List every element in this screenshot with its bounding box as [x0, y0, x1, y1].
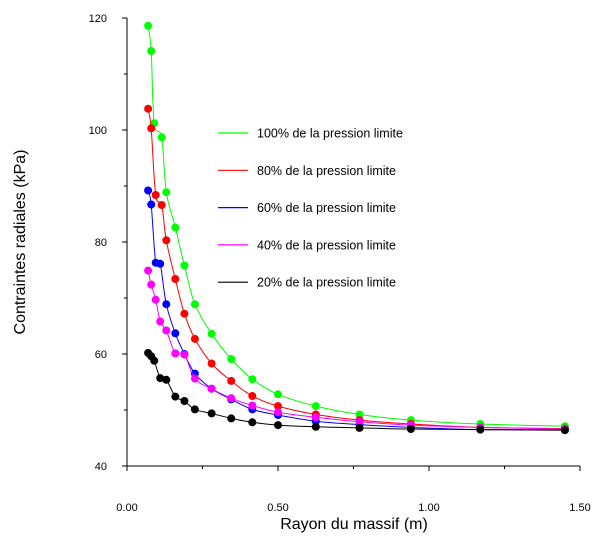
data-point [180, 350, 189, 359]
legend-label: 20% de la pression limite [257, 276, 396, 290]
series-line [147, 190, 565, 431]
data-point [171, 392, 180, 401]
data-point [171, 349, 180, 358]
data-point [355, 410, 364, 419]
data-point [274, 408, 282, 417]
data-point [144, 104, 153, 113]
data-point [355, 423, 364, 432]
data-point [190, 374, 199, 383]
data-point [207, 409, 216, 418]
data-point [156, 317, 165, 326]
y-axis-title: Contraintes radiales (kPa) [12, 150, 29, 335]
data-point [355, 417, 364, 426]
y-tick-label: 60 [95, 349, 107, 361]
data-point [180, 261, 189, 270]
data-point [162, 188, 171, 197]
series-line [147, 108, 565, 429]
legend-item: 20% de la pression limite [218, 276, 396, 290]
x-tick-label: 0.00 [116, 502, 137, 514]
series-1 [144, 21, 569, 431]
axis-ticks: 40 60 80 100 120 0.00 0.50 1.00 1.50 [89, 13, 591, 514]
data-point [150, 356, 159, 365]
data-point [476, 425, 485, 434]
data-point [248, 375, 257, 384]
y-tick-label: 100 [89, 125, 107, 137]
data-point [144, 21, 153, 30]
data-point [311, 422, 320, 431]
data-point [560, 426, 569, 435]
y-tick-label: 80 [95, 237, 107, 249]
data-point [144, 266, 153, 275]
data-point [248, 418, 257, 427]
data-point [274, 390, 282, 399]
data-point [171, 275, 180, 283]
data-point [147, 200, 156, 209]
data-point [190, 334, 199, 343]
data-point [147, 280, 156, 289]
x-tick-label: 1.00 [418, 502, 439, 514]
legend-label: 40% de la pression limite [257, 238, 396, 252]
data-point [157, 133, 166, 142]
y-tick-label: 40 [95, 461, 107, 473]
data-point [156, 259, 165, 268]
legend-item: 60% de la pression limite [218, 201, 396, 215]
series-3 [144, 186, 569, 434]
data-point [227, 414, 236, 423]
series-2 [144, 104, 569, 433]
data-point [274, 421, 282, 430]
data-point [207, 359, 216, 368]
data-point [171, 329, 180, 338]
data-point [311, 413, 320, 422]
legend-item: 80% de la pression limite [218, 164, 396, 178]
data-point [406, 425, 415, 433]
data-point [248, 401, 257, 410]
x-tick-label: 1.50 [569, 502, 590, 514]
data-point [151, 295, 160, 304]
data-point [147, 47, 156, 55]
series-4 [144, 266, 569, 433]
legend: 100% de la pression limite 80% de la pres… [218, 127, 403, 290]
data-point [156, 374, 165, 383]
legend-label: 100% de la pression limite [257, 127, 403, 141]
data-point [157, 201, 166, 209]
data-point [190, 405, 199, 414]
x-axis-title: Rayon du massif (m) [280, 516, 428, 533]
data-point [180, 397, 189, 405]
data-point [171, 223, 180, 232]
data-point [274, 402, 282, 411]
legend-label: 60% de la pression limite [257, 201, 396, 215]
data-point [248, 392, 257, 400]
series-line [147, 270, 565, 430]
data-point [162, 236, 171, 245]
data-point [311, 402, 320, 411]
data-point [180, 309, 189, 318]
data-point [190, 300, 199, 309]
data-point [207, 384, 216, 393]
series-5 [144, 348, 569, 435]
data-point [162, 300, 171, 309]
x-tick-label: 0.50 [267, 502, 288, 514]
legend-label: 80% de la pression limite [257, 164, 396, 178]
legend-item: 40% de la pression limite [218, 238, 396, 252]
y-tick-label: 120 [89, 13, 107, 25]
data-point [151, 191, 160, 199]
data-point [162, 326, 171, 335]
data-point [207, 329, 216, 338]
legend-item: 100% de la pression limite [218, 127, 403, 141]
data-point [144, 186, 153, 195]
series-layer [144, 21, 569, 435]
data-point [227, 355, 236, 363]
data-point [227, 376, 236, 385]
data-point [162, 375, 171, 384]
data-point [147, 124, 156, 133]
data-point [227, 394, 236, 403]
